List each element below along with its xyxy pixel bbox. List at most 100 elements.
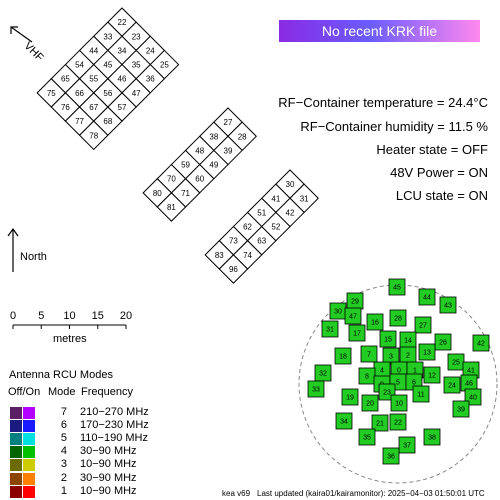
hba-tile: 47 [344, 307, 362, 325]
legend-frequency: 170−230 MHz [80, 419, 149, 432]
legend-frequency: 30−90 MHz [80, 445, 137, 458]
vhf-antenna-label: 60 [195, 175, 204, 184]
vhf-array: 22 33 23 44 34 24 54 45 35 25 65 55 46 36 75 66 56 47 76 67… [36, 7, 319, 284]
legend-swatch-off [10, 433, 22, 446]
hba-tile: 16 [366, 313, 384, 331]
hba-tile: 18 [334, 347, 352, 365]
vhf-antenna-label: 57 [118, 103, 127, 112]
hba-tile-label: 36 [387, 454, 395, 461]
hba-tile-label: 46 [465, 381, 473, 388]
hba-tile-label: 5 [396, 380, 400, 387]
vhf-antenna-label: 65 [61, 75, 70, 84]
hba-tile-label: 47 [349, 314, 357, 321]
legend-row: 2 30−90 MHz [0, 471, 200, 486]
hba-tile-label: 38 [428, 435, 436, 442]
hba-tile-label: 15 [384, 337, 392, 344]
legend-row: 7 210−270 MHz [0, 406, 200, 420]
hba-tile: 11 [412, 385, 430, 403]
legend-swatch-on [23, 459, 35, 472]
hba-tile-box [389, 413, 407, 431]
vhf-arrow [10, 26, 33, 43]
hba-tile-box [382, 447, 400, 465]
hba-tile: 30 [329, 302, 347, 320]
legend-swatch-on [23, 407, 35, 419]
hba-tile-label: 0 [397, 368, 401, 375]
vhf-antenna-label: 34 [118, 46, 127, 55]
hba-tile: 42 [472, 334, 490, 352]
vhf-antenna-label: 42 [286, 208, 295, 217]
hba-tile: 2 [399, 346, 417, 364]
vhf-antenna-label: 33 [103, 32, 112, 41]
vhf-antenna-label: 31 [300, 194, 309, 203]
hba-tile: 20 [361, 394, 379, 412]
vhf-antenna-label: 81 [167, 203, 176, 212]
hba-tile-label: 25 [452, 360, 460, 367]
hba-tile: 43 [439, 296, 457, 314]
vhf-group-2: 27 38 28 48 39 59 49 70 60 80 71 81 [142, 107, 257, 222]
hba-tile: 19 [341, 388, 359, 406]
hba-tile-label: 13 [423, 350, 431, 357]
hba-tile-label: 21 [376, 421, 384, 428]
hba-tile-box [452, 400, 470, 418]
hba-tile-label: 6 [412, 380, 416, 387]
hba-tile-label: 33 [312, 387, 320, 394]
vhf-antenna-label: 76 [61, 103, 70, 112]
legend-mode: 2 [60, 471, 67, 484]
legend-mode: 5 [60, 432, 67, 445]
hba-tile-box [388, 278, 406, 296]
vhf-antenna-label: 47 [132, 89, 141, 98]
hba-tile-label: 29 [351, 299, 359, 306]
legend-swatch-on [23, 433, 35, 446]
vhf-antenna-label: 23 [132, 32, 141, 41]
hba-tile-label: 27 [419, 323, 427, 330]
hba-tile-box [434, 333, 452, 351]
hba-tile-label: 39 [457, 407, 465, 414]
vhf-antenna-label: 75 [47, 89, 56, 98]
krk-banner: No recent KRK file [279, 20, 480, 42]
hba-tile-label: 24 [448, 383, 456, 390]
hba-tile-box [358, 428, 376, 446]
legend-frequency: 30−90 MHz [80, 471, 137, 484]
vhf-antenna-label: 74 [243, 251, 252, 260]
hba-tile-label: 30 [334, 309, 342, 316]
legend-swatch-off [10, 407, 22, 419]
hba-tile-box [412, 385, 430, 403]
hba-tile: 12 [423, 366, 441, 384]
footer-version: kea v69 [222, 489, 251, 498]
vhf-group-1: 22 33 23 44 34 24 54 45 35 25 65 55 46 36 75 66 56 47 76 67… [36, 7, 180, 151]
vhf-antenna-label: 62 [243, 223, 252, 232]
vhf-antenna-label: 22 [118, 18, 127, 27]
north-arrow [7, 227, 19, 272]
hba-tile-label: 16 [371, 320, 379, 327]
hba-tile: 29 [346, 292, 364, 310]
vhf-antenna-label: 71 [181, 189, 190, 198]
hba-tile-label: 18 [339, 354, 347, 361]
hba-tile-label: 31 [326, 327, 334, 334]
legend-row: 6 170−230 MHz [0, 419, 200, 433]
legend-mode: 7 [60, 406, 67, 418]
hba-tile: 22 [389, 413, 407, 431]
scale-tick-label: 10 [63, 310, 75, 322]
hba-tile: 41 [462, 361, 480, 379]
footer-updated: Last updated (kaira01/kairamonitor): 202… [257, 489, 485, 498]
hba-tile-label: 43 [444, 303, 452, 310]
vhf-antenna-label: 59 [181, 161, 190, 170]
vhf-antenna-label: 41 [271, 194, 280, 203]
legend-swatch-off [10, 446, 22, 459]
vhf-antenna-cell [218, 254, 249, 284]
vhf-antenna-label: 96 [229, 265, 238, 274]
heater-state: Heater state = OFF [376, 142, 488, 157]
legend-frequency: 10−90 MHz [80, 484, 137, 497]
hba-tile-label: 4 [380, 368, 384, 375]
lcu-state: LCU state = ON [395, 188, 488, 203]
vhf-antenna-label: 25 [160, 61, 169, 70]
power-48v-state: 48V Power = ON [390, 165, 488, 180]
legend-col-off-on: Off/On [8, 386, 41, 398]
vhf-antenna-label: 68 [103, 117, 112, 126]
hba-tile: 45 [388, 278, 406, 296]
hba-tile-box [443, 376, 461, 394]
hba-tile-label: 10 [395, 401, 403, 408]
hba-tile-label: 23 [383, 390, 391, 397]
scale-tick-label: 5 [38, 310, 44, 322]
